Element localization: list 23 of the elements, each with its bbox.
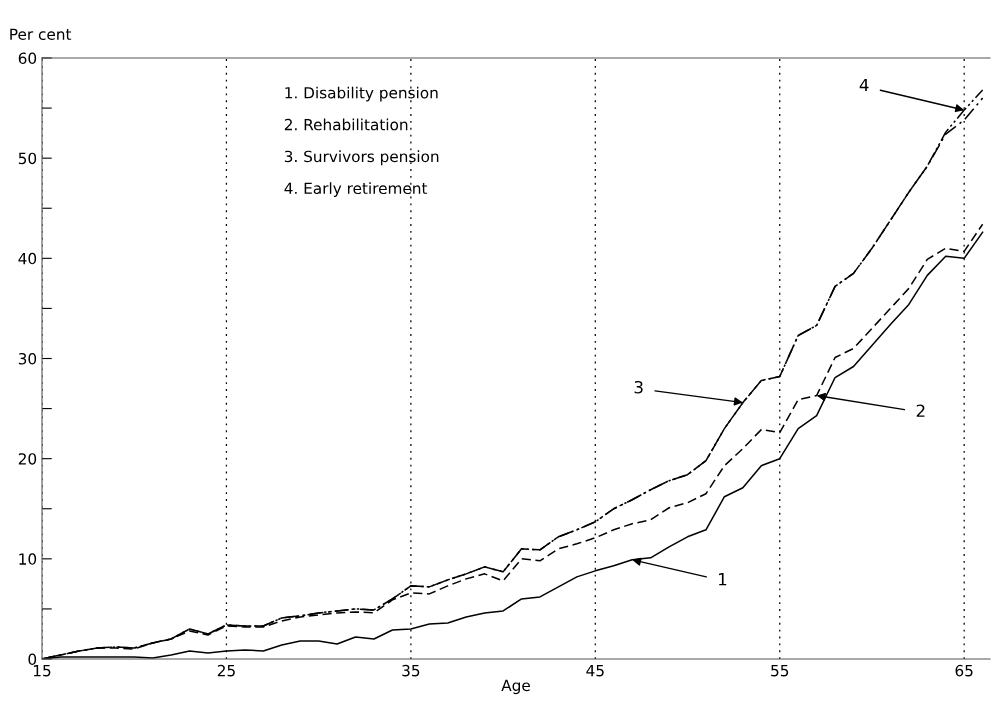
x-tick-label: 45 [586, 665, 604, 677]
annotation: 4. Early retirement [284, 182, 428, 198]
y-tick-label: 60 [18, 52, 37, 65]
y-tick-label: 40 [18, 252, 37, 265]
y-tick-label: 50 [18, 152, 37, 165]
x-tick-label: 55 [771, 665, 789, 677]
annotation: 3. Survivors pension [284, 150, 439, 166]
y-axis-title: Per cent [10, 28, 72, 41]
y-tick-label: 20 [18, 453, 37, 465]
y-tick-label: 0 [28, 653, 37, 666]
annotation: 1. Disability pension [285, 86, 438, 102]
x-tick-label: 25 [217, 664, 235, 677]
annotation: 4 [859, 78, 869, 92]
x-tick-label: 65 [955, 664, 973, 677]
y-tick-label: 30 [18, 352, 37, 365]
annotation: 1 [719, 573, 727, 586]
y-tick-label: 10 [19, 553, 37, 565]
annotation: 2 [916, 404, 925, 417]
annotation: 2. Rehabilitation [284, 118, 408, 131]
annotation: 3 [634, 380, 643, 394]
x-tick-label: 35 [402, 664, 420, 677]
x-tick-label: 15 [33, 665, 51, 677]
x-axis-title: Age [501, 679, 530, 695]
